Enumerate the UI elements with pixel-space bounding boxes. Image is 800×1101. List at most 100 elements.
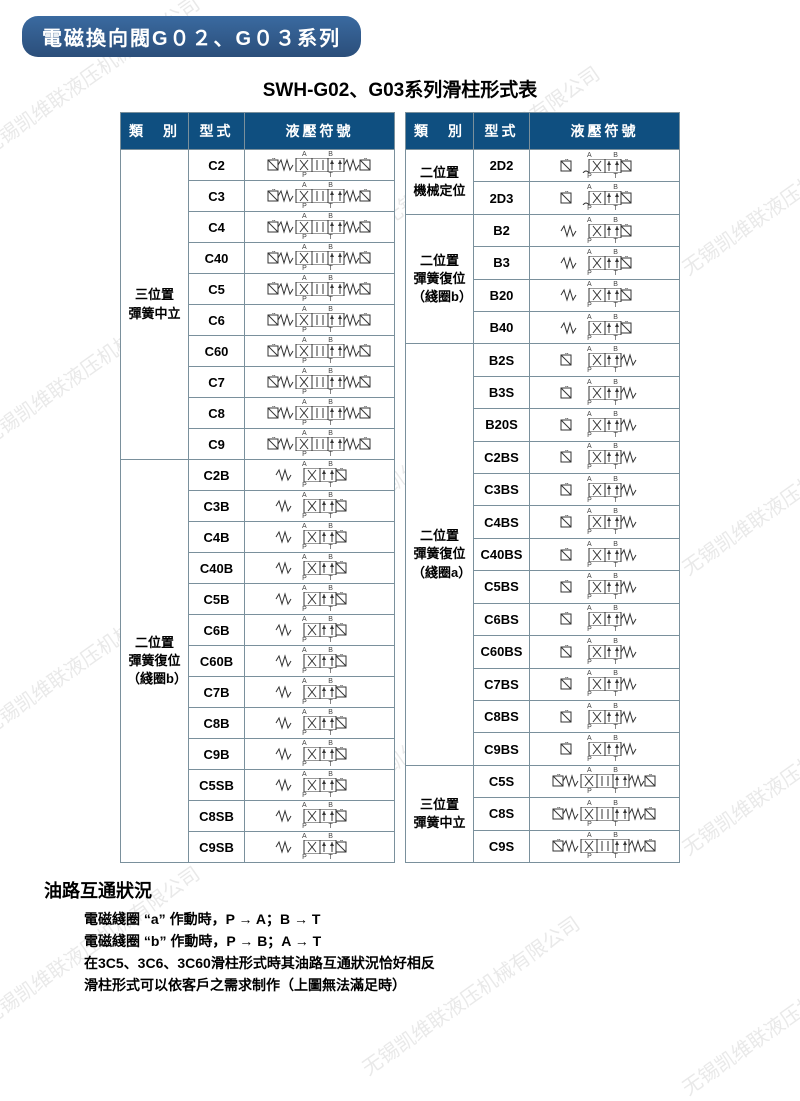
table-row: 二位置彈簧復位（綫圈a）B2SA BaP T	[406, 344, 680, 376]
type-cell: C40BS	[474, 538, 530, 570]
type-cell: C8B	[189, 708, 245, 739]
category-cell: 三位置彈簧中立	[406, 765, 474, 862]
th-type: 型式	[474, 113, 530, 150]
type-cell: C9BS	[474, 733, 530, 765]
symbol-cell: A BabP T	[245, 181, 395, 212]
symbol-cell: A BabP T	[245, 429, 395, 460]
tables-container: 類 別 型式 液壓符號 三位置彈簧中立C2A BabP TC3A BabP TC…	[20, 112, 780, 863]
type-cell: C3	[189, 181, 245, 212]
type-cell: C7BS	[474, 668, 530, 700]
th-category: 類 別	[121, 113, 189, 150]
left-table: 類 別 型式 液壓符號 三位置彈簧中立C2A BabP TC3A BabP TC…	[120, 112, 395, 863]
type-cell: C40	[189, 243, 245, 274]
category-cell: 二位置彈簧復位（綫圈b）	[406, 214, 474, 344]
symbol-cell: A BabP T	[245, 305, 395, 336]
symbol-cell: A BaP T	[530, 441, 680, 473]
symbol-cell: A BabP T	[530, 150, 680, 182]
symbol-cell: A BaP T	[530, 474, 680, 506]
type-cell: C6B	[189, 615, 245, 646]
type-cell: 2D3	[474, 182, 530, 214]
symbol-cell: A BabP T	[245, 367, 395, 398]
type-cell: C5B	[189, 584, 245, 615]
table-row: 三位置彈簧中立C2A BabP T	[121, 150, 395, 181]
type-cell: C2BS	[474, 441, 530, 473]
symbol-cell: A BabP T	[245, 243, 395, 274]
symbol-cell: A BaP T	[530, 700, 680, 732]
type-cell: C8S	[474, 798, 530, 830]
symbol-cell: A BbP T	[245, 770, 395, 801]
type-cell: B40	[474, 312, 530, 344]
type-cell: C4BS	[474, 506, 530, 538]
type-cell: B2	[474, 214, 530, 246]
th-symbol: 液壓符號	[245, 113, 395, 150]
type-cell: 2D2	[474, 150, 530, 182]
type-cell: C8SB	[189, 801, 245, 832]
symbol-cell: A BabP T	[530, 182, 680, 214]
symbol-cell: A BbP T	[245, 522, 395, 553]
type-cell: C5	[189, 274, 245, 305]
category-cell: 三位置彈簧中立	[121, 150, 189, 460]
type-cell: B2S	[474, 344, 530, 376]
symbol-cell: A BbP T	[245, 491, 395, 522]
notes-section: 油路互通狀況 電磁綫圈 “a” 作動時，P → A；B → T電磁綫圈 “b” …	[20, 877, 780, 995]
symbol-cell: A BbP T	[530, 247, 680, 279]
symbol-cell: A BbP T	[530, 312, 680, 344]
type-cell: C60	[189, 336, 245, 367]
right-table: 類 別 型式 液壓符號 二位置機械定位2D2A BabP T2D3A BabP …	[405, 112, 680, 863]
type-cell: C2B	[189, 460, 245, 491]
type-cell: C9SB	[189, 832, 245, 863]
notes-line: 電磁綫圈 “b” 作動時，P → B；A → T	[84, 931, 780, 951]
symbol-cell: A BaP T	[530, 344, 680, 376]
table-row: 二位置機械定位2D2A BabP T	[406, 150, 680, 182]
type-cell: C9B	[189, 739, 245, 770]
symbol-cell: A BbP T	[245, 708, 395, 739]
type-cell: C60BS	[474, 636, 530, 668]
th-symbol: 液壓符號	[530, 113, 680, 150]
symbol-cell: A BaP T	[530, 668, 680, 700]
type-cell: C2	[189, 150, 245, 181]
type-cell: C40B	[189, 553, 245, 584]
type-cell: B3	[474, 247, 530, 279]
symbol-cell: A BabP T	[530, 830, 680, 862]
symbol-cell: A BbP T	[245, 801, 395, 832]
symbol-cell: A BbP T	[245, 584, 395, 615]
symbol-cell: A BabP T	[530, 798, 680, 830]
symbol-cell: A BabP T	[245, 336, 395, 367]
symbol-cell: A BbP T	[245, 832, 395, 863]
symbol-cell: A BaP T	[530, 733, 680, 765]
symbol-cell: A BabP T	[245, 398, 395, 429]
type-cell: C7	[189, 367, 245, 398]
type-cell: B3S	[474, 376, 530, 408]
notes-line: 電磁綫圈 “a” 作動時，P → A；B → T	[84, 909, 780, 929]
type-cell: C5S	[474, 765, 530, 797]
type-cell: B20	[474, 279, 530, 311]
category-cell: 二位置機械定位	[406, 150, 474, 215]
symbol-cell: A BbP T	[245, 615, 395, 646]
category-cell: 二位置彈簧復位（綫圈a）	[406, 344, 474, 765]
symbol-cell: A BbP T	[530, 214, 680, 246]
notes-title: 油路互通狀況	[44, 877, 780, 903]
symbol-cell: A BbP T	[245, 739, 395, 770]
symbol-cell: A BbP T	[245, 677, 395, 708]
table-row: 二位置彈簧復位（綫圈b）B2A BbP T	[406, 214, 680, 246]
type-cell: C3BS	[474, 474, 530, 506]
type-cell: C5BS	[474, 571, 530, 603]
page-subtitle: SWH-G02、G03系列滑柱形式表	[20, 75, 780, 102]
type-cell: C5SB	[189, 770, 245, 801]
symbol-cell: A BabP T	[245, 150, 395, 181]
table-row: 二位置彈簧復位（綫圈b）C2BA BbP T	[121, 460, 395, 491]
symbol-cell: A BbP T	[245, 553, 395, 584]
type-cell: B20S	[474, 409, 530, 441]
symbol-cell: A BbP T	[245, 460, 395, 491]
type-cell: C9S	[474, 830, 530, 862]
type-cell: C7B	[189, 677, 245, 708]
symbol-cell: A BabP T	[530, 765, 680, 797]
symbol-cell: A BaP T	[530, 409, 680, 441]
type-cell: C4	[189, 212, 245, 243]
type-cell: C3B	[189, 491, 245, 522]
type-cell: C60B	[189, 646, 245, 677]
th-category: 類 別	[406, 113, 474, 150]
symbol-cell: A BbP T	[530, 279, 680, 311]
symbol-cell: A BaP T	[530, 571, 680, 603]
type-cell: C9	[189, 429, 245, 460]
